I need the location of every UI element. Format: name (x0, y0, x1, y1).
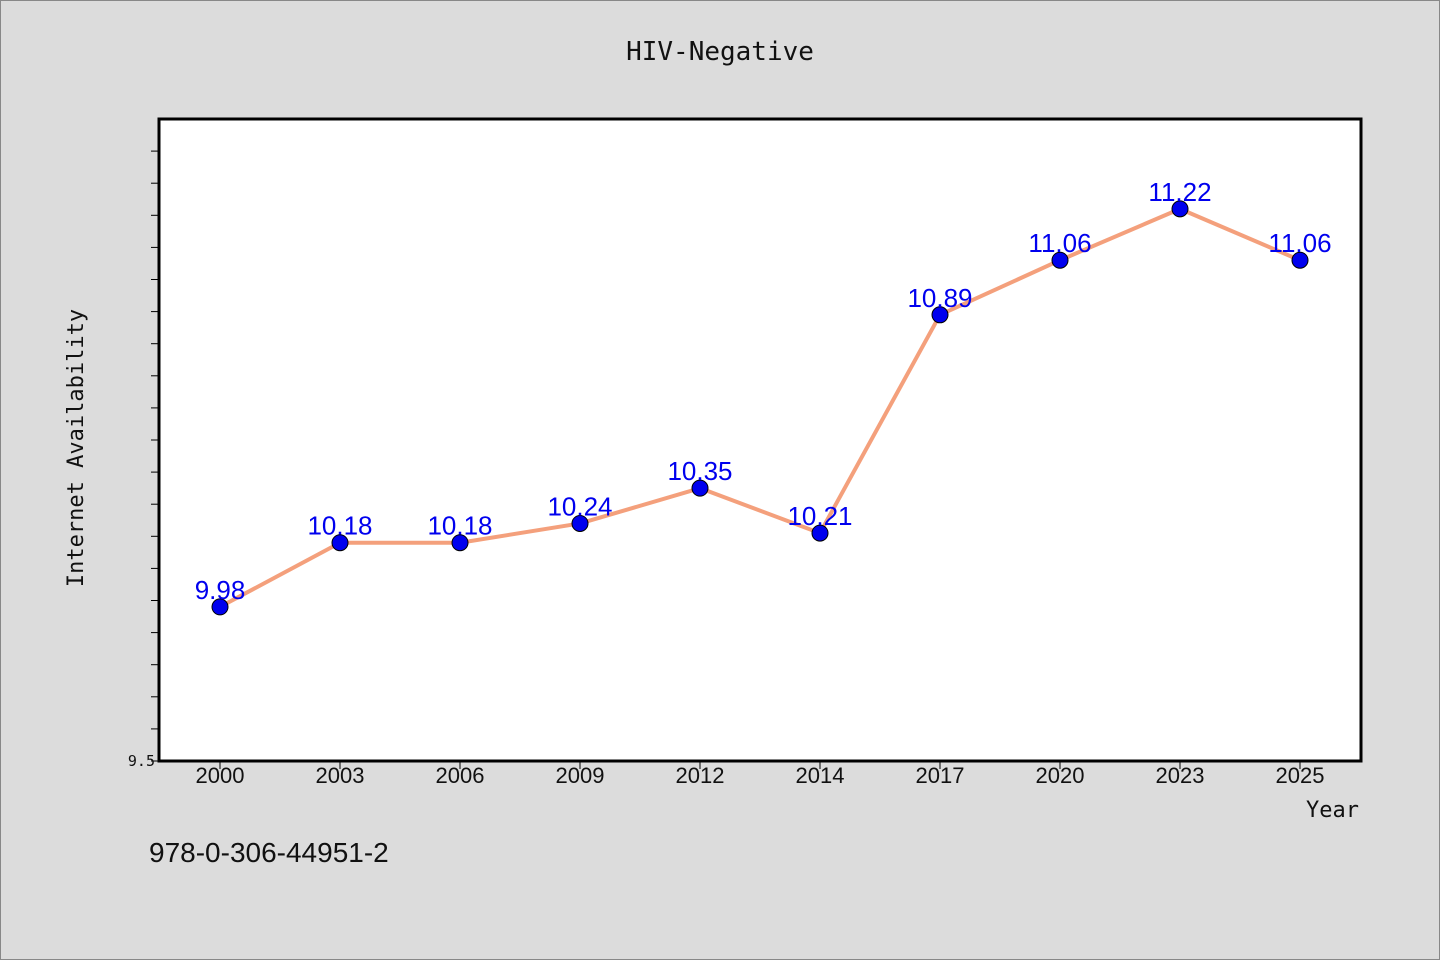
data-point-marker (1291, 251, 1309, 269)
x-axis-label: Year (1306, 798, 1359, 823)
data-point-marker (811, 524, 829, 542)
x-tick-label: 2012 (676, 763, 725, 788)
data-point-marker (1051, 251, 1069, 269)
x-tick-label: 2025 (1276, 763, 1325, 788)
x-tick-label: 2017 (916, 763, 965, 788)
data-point-marker (1171, 200, 1189, 218)
x-axis-ticks: 2000 2003 2006 2009 2012 2014 2017 2020 2023 2025 (196, 761, 1325, 788)
y-axis-ticks: 9.5 (128, 150, 159, 770)
data-point-marker (211, 598, 229, 616)
data-label: 10.21 (787, 501, 852, 531)
data-label: 9.98 (195, 575, 246, 605)
plot-area (157, 117, 1363, 763)
data-point-marker (331, 534, 349, 552)
data-label: 10.35 (667, 456, 732, 486)
x-tick-label: 2000 (196, 763, 245, 788)
data-point-marker (691, 479, 709, 497)
x-tick-label: 2009 (556, 763, 605, 788)
y-axis-label: Internet Availability (64, 309, 89, 587)
footnote-isbn: 978-0-306-44951-2 (149, 837, 389, 868)
data-label: 10.24 (547, 491, 612, 521)
x-tick-label: 2014 (796, 763, 845, 788)
data-label: 10.18 (307, 511, 372, 541)
x-tick-label: 2023 (1156, 763, 1205, 788)
data-point-marker (931, 306, 949, 324)
chart-title: HIV-Negative (626, 37, 814, 67)
series-layer: 9.98 10.18 10.18 10.24 10.35 10.21 10.89 11.06 1… (195, 177, 1332, 616)
x-tick-label: 2003 (316, 763, 365, 788)
data-label: 11.22 (1148, 177, 1211, 207)
data-point-marker (571, 514, 589, 532)
data-point-marker (451, 534, 469, 552)
data-label: 10.89 (907, 283, 972, 313)
x-tick-label: 2020 (1036, 763, 1085, 788)
series-line (219, 206, 1301, 609)
y-tick-label: 9.5 (128, 752, 155, 770)
data-label: 11.06 (1028, 228, 1091, 258)
x-tick-label: 2006 (436, 763, 485, 788)
data-label: 10.18 (427, 511, 492, 541)
data-label: 11.06 (1268, 228, 1331, 258)
